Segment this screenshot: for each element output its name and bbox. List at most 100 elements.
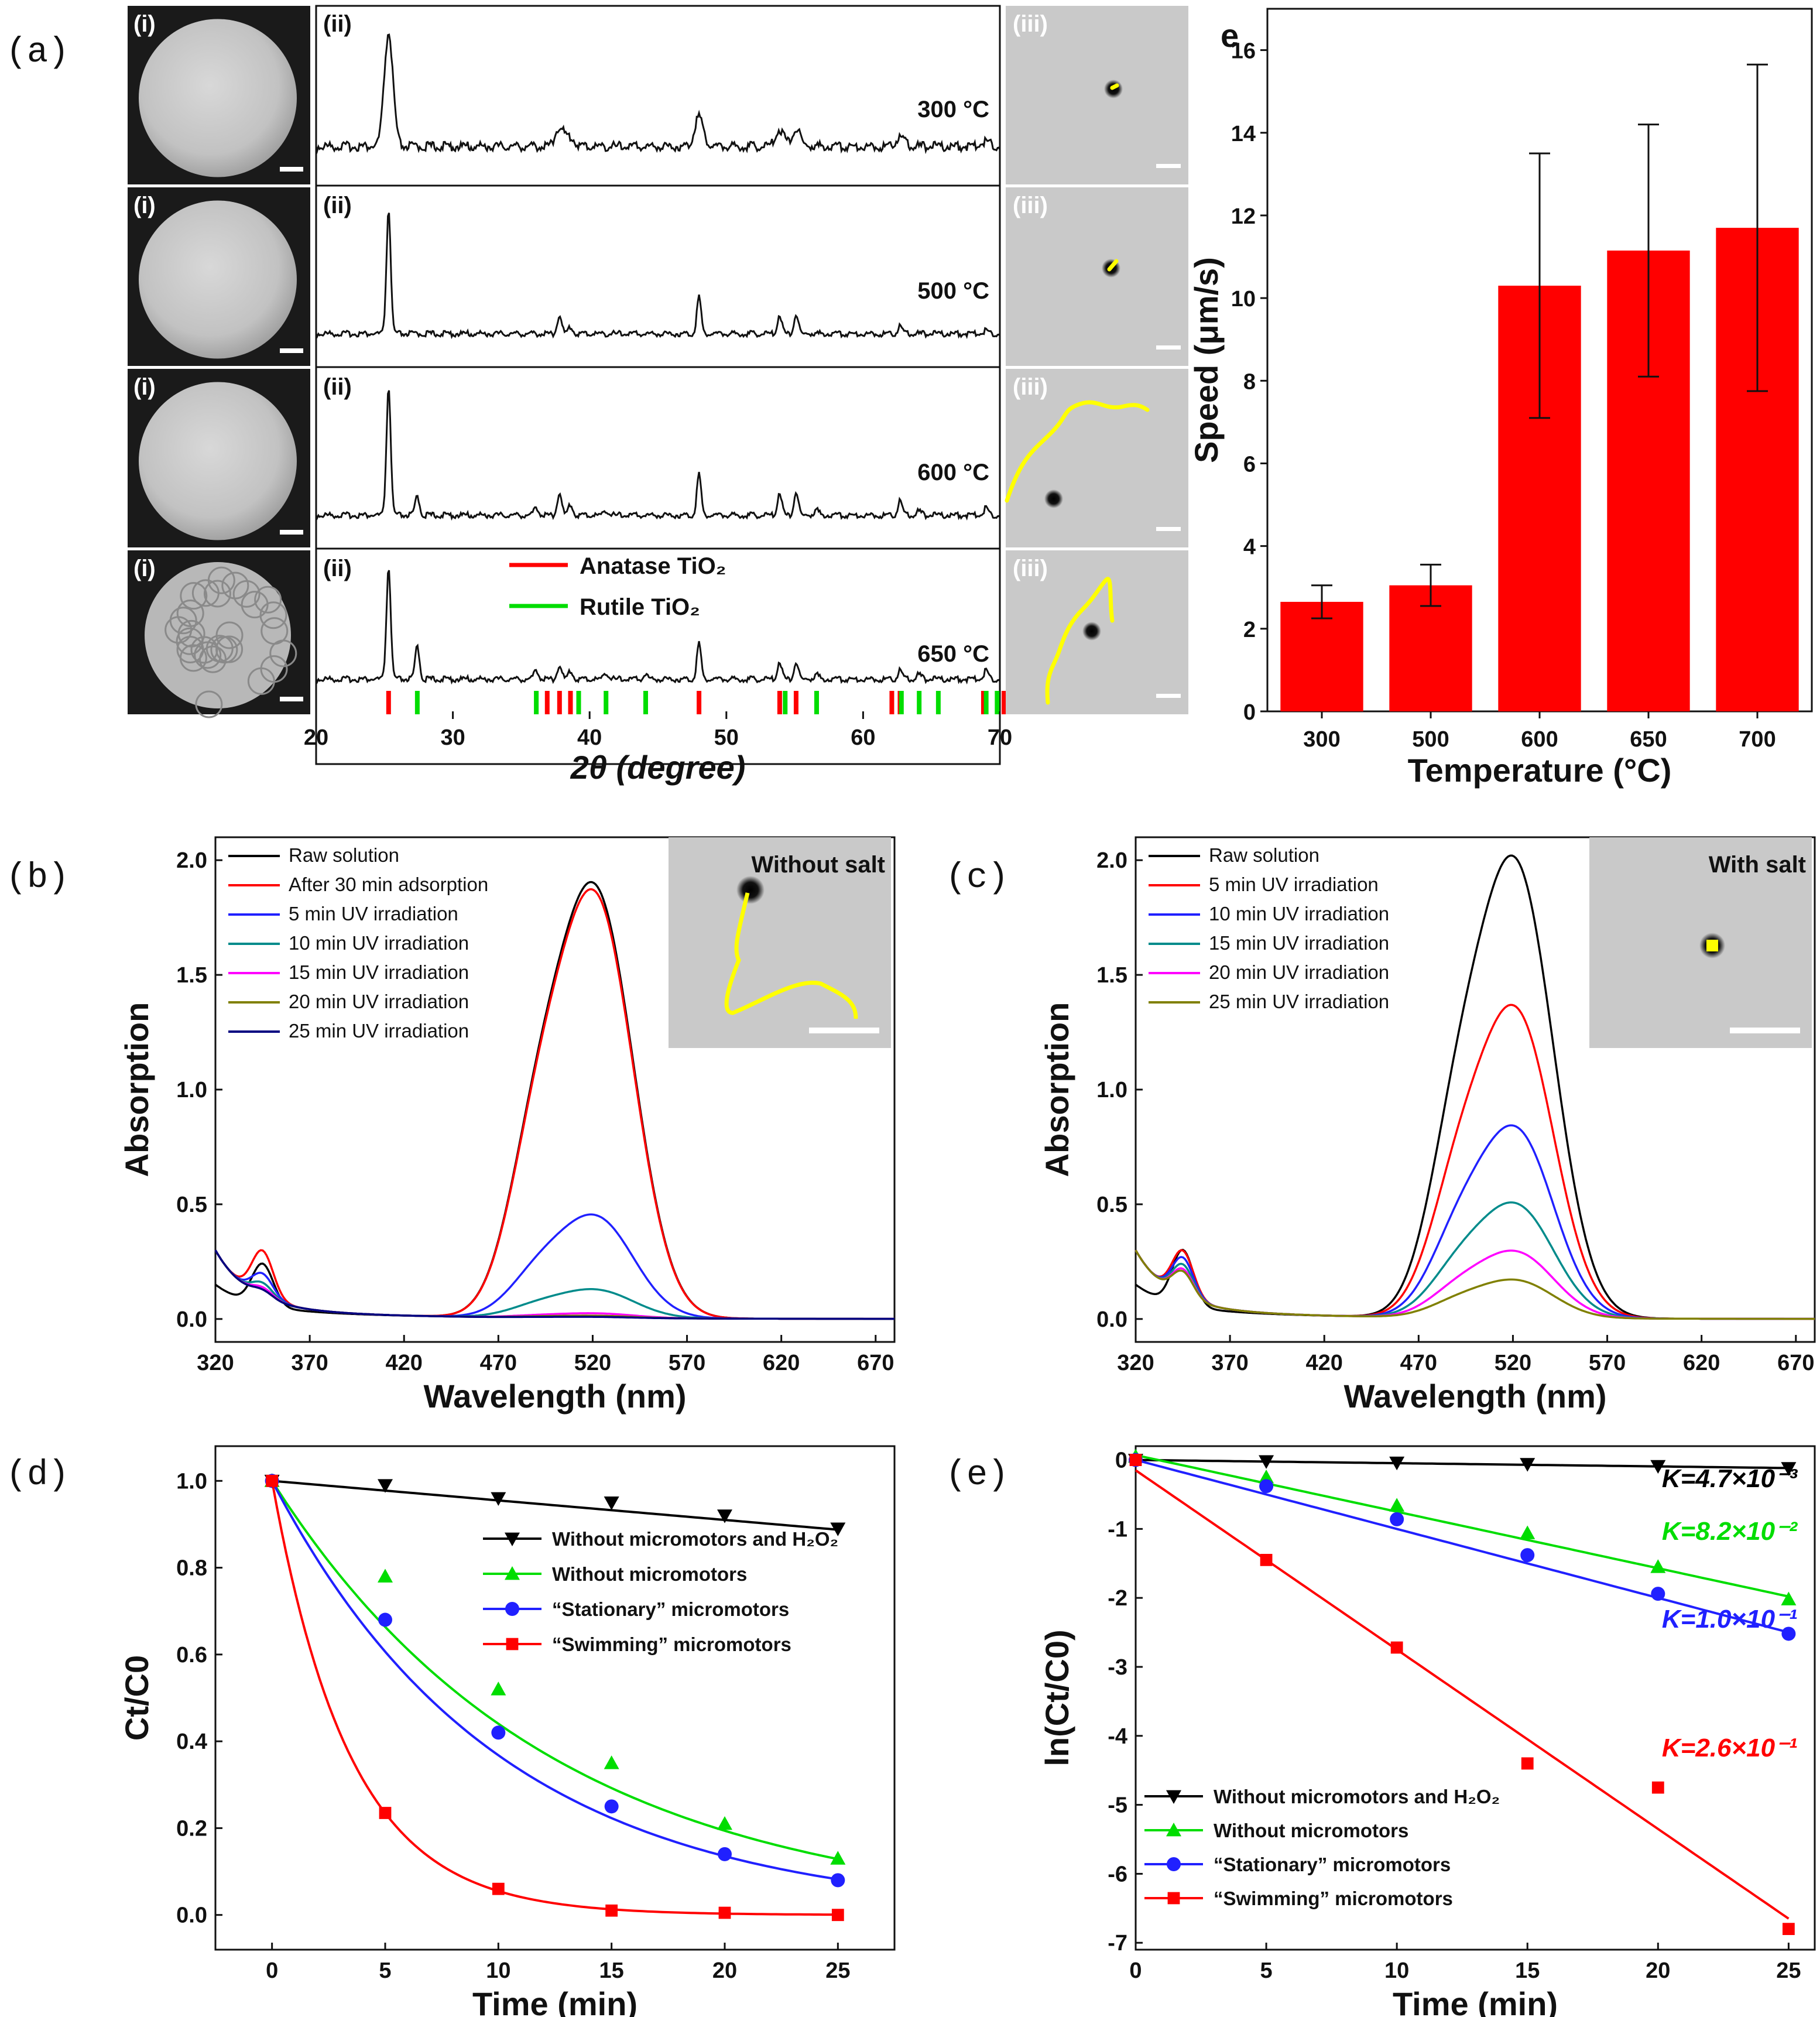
x-tick-label: 20 [304,725,328,750]
micrograph-background [1006,6,1188,184]
data-point [1781,1591,1797,1605]
data-point [491,1682,506,1696]
legend-label: “Stationary” micromotors [552,1598,789,1620]
ct-c0-chart: 0 5 10 15 20 25 0.0 0.2 0.4 0.6 0.8 1.0 Time (min) Ct… [118,1445,896,2017]
x-axis-title: Temperature (°C) [1408,752,1672,789]
scale-bar [809,1028,879,1033]
data-point [1521,1757,1534,1770]
plot-frame [1134,1445,1816,1951]
rutile-reference-line [783,691,788,714]
scale-bar [1730,1028,1800,1033]
data-point [718,1906,731,1919]
crystal-grain [177,619,205,648]
data-point [1390,1512,1404,1526]
y-axis-title: Ct/C0 [118,1655,155,1741]
uv-vis-with-salt-chart: 320 370 420 470 520 570 620 670 0.0 0.5 1.0 1.5 2.0 W… [1038,836,1816,1415]
x-tick-label: 620 [1683,1351,1720,1375]
rutile-reference-line [935,691,941,714]
trajectory-label: (iii) [1013,374,1048,400]
x-tick-label: 570 [1589,1351,1626,1375]
sem-image: (i) [128,6,310,184]
rutile-reference-line [414,691,420,714]
data-point [266,1474,279,1487]
x-tick-label: 15 [1515,1958,1540,1983]
anatase-reference-line [386,691,391,714]
spectrum-line [214,1249,894,1320]
legend-label: “Swimming” micromotors [552,1634,791,1655]
panel-letter: e [1221,17,1239,54]
anatase-reference-line [981,691,986,714]
trajectory-path [1706,940,1718,951]
fit-line [270,1480,838,1916]
spectrum-line [1134,1124,1815,1320]
fit-line [272,1480,838,1531]
panel-label-e: (e) [945,1456,1009,1495]
ln-ct-c0-chart: 0 5 10 15 20 25 0 -1 -2 -3 -4 -5 -6 -7 Time (min) ln(Ct… [1038,1445,1816,2017]
x-axis-title: 2θ (degree) [570,749,746,786]
scale-bar [280,697,303,701]
xrd-pattern [315,390,1001,521]
y-tick-label: 14 [1231,122,1256,146]
y-tick-label: 0.0 [176,1307,207,1332]
legend-label: “Swimming” micromotors [1214,1888,1453,1909]
anatase-reference-line [568,691,573,714]
trajectory-label: (iii) [1013,193,1048,218]
micrograph-background [1006,187,1188,366]
legend-label: After 30 min adsorption [289,874,488,895]
fit-line [1134,1469,1790,1920]
y-tick-label: 0.0 [176,1903,207,1928]
x-tick-label: 10 [1384,1958,1409,1983]
y-tick-label: 0 [1243,700,1256,725]
x-tick-label: 650 [1630,727,1667,752]
rutile-reference-line [534,691,539,714]
y-tick-label: 0.5 [1096,1193,1127,1217]
rutile-reference-line [983,691,989,714]
temperature-label: 600 °C [917,460,989,485]
y-tick-label: 8 [1243,369,1256,394]
sem-label: (i) [133,193,156,218]
data-point [1259,1455,1274,1469]
x-tick-label: 20 [1646,1958,1670,1983]
x-axis-title: Time (min) [472,1985,637,2017]
y-tick-label: -2 [1108,1586,1127,1611]
data-point [1650,1559,1666,1573]
y-axis-title: ln(Ct/C0) [1038,1629,1075,1766]
x-tick-label: 420 [1306,1351,1343,1375]
inset-micrograph: With salt [1589,837,1812,1048]
spectrum-line [1134,1004,1815,1320]
y-tick-label: 12 [1231,204,1256,229]
trajectory-path [1110,83,1119,90]
anatase-reference-line [544,691,550,714]
sem-label: (i) [133,556,156,581]
y-tick-label: 2.0 [1096,848,1127,873]
x-tick-label: 600 [1521,727,1558,752]
y-tick-label: 2 [1243,618,1256,642]
fit-line [1135,1454,1789,1598]
data-point [718,1847,732,1861]
trajectory-path [1107,259,1119,272]
y-tick-label: 1.0 [176,1078,207,1102]
spectrum-line [1134,1201,1815,1320]
spectrum-line [214,1249,894,1320]
data-point [1390,1641,1403,1654]
legend-label: 5 min UV irradiation [289,903,458,924]
legend-label: Raw solution [289,844,399,866]
y-tick-label: 10 [1231,287,1256,311]
data-point [604,1755,619,1769]
legend-anatase-label: Anatase TiO₂ [580,553,726,579]
x-tick-label: 520 [574,1351,611,1375]
spectrum-line [214,1249,894,1320]
rutile-reference-line [995,691,1000,714]
panel-label-d: (d) [6,1456,69,1495]
x-tick-label: 5 [379,1958,391,1983]
trajectory-path [1005,400,1150,503]
crystal-grain [241,591,269,619]
speed-bar [1280,601,1363,711]
xrd-pattern [315,213,1001,340]
data-point [1389,1456,1405,1471]
legend-label: 20 min UV irradiation [1209,961,1389,983]
y-axis-title: Speed (μm/s) [1188,257,1225,463]
x-axis-title: Wavelength (nm) [423,1378,686,1415]
y-axis-title: Absorption [1038,1002,1075,1177]
data-point [605,1904,618,1917]
